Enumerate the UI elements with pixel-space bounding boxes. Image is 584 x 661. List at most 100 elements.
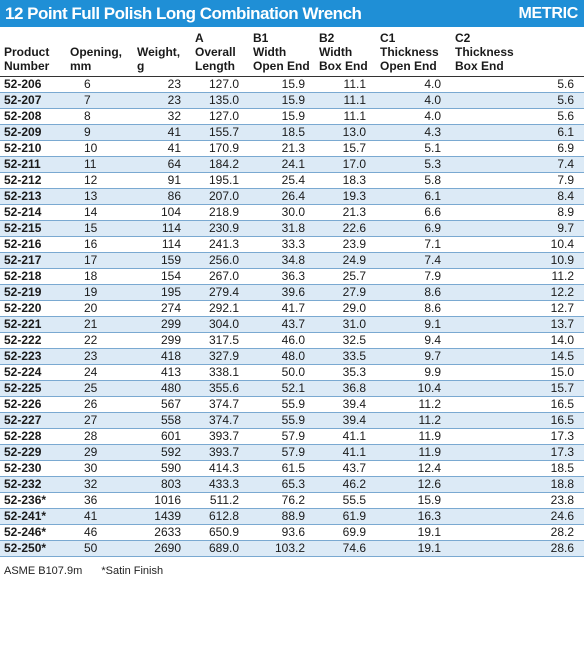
- cell-product-number: 52-214: [0, 204, 66, 221]
- cell-product-number: 52-215: [0, 220, 66, 237]
- table-row: 52-222 22 299 317.5 46.0 32.5 9.4 14.0: [0, 332, 584, 349]
- cell-width-open-end: 18.5: [249, 124, 315, 141]
- cell-thickness-box-end: 14.5: [451, 348, 584, 365]
- cell-thickness-open-end: 16.3: [376, 508, 451, 525]
- col-header-thickness-open-end: C1 Thickness Open End: [376, 27, 451, 77]
- col-header-line: Box End: [319, 59, 368, 73]
- cell-overall-length: 393.7: [191, 428, 249, 445]
- cell-overall-length: 127.0: [191, 76, 249, 93]
- cell-thickness-box-end: 11.2: [451, 268, 584, 285]
- cell-width-open-end: 34.8: [249, 252, 315, 269]
- table-row: 52-217 17 159 256.0 34.8 24.9 7.4 10.9: [0, 252, 584, 269]
- table-row: 52-206 6 23 127.0 15.9 11.1 4.0 5.6: [0, 76, 584, 93]
- table-row: 52-218 18 154 267.0 36.3 25.7 7.9 11.2: [0, 268, 584, 285]
- table-row: 52-208 8 32 127.0 15.9 11.1 4.0 5.6: [0, 108, 584, 125]
- cell-width-open-end: 15.9: [249, 108, 315, 125]
- cell-width-open-end: 41.7: [249, 300, 315, 317]
- cell-product-number: 52-210: [0, 140, 66, 157]
- table-row: 52-220 20 274 292.1 41.7 29.0 8.6 12.7: [0, 300, 584, 317]
- col-header-weight: Weight, g: [133, 27, 191, 77]
- cell-thickness-box-end: 17.3: [451, 444, 584, 461]
- col-header-thickness-box-end: C2 Thickness Box End: [451, 27, 584, 77]
- cell-width-box-end: 18.3: [315, 172, 376, 189]
- cell-product-number: 52-219: [0, 284, 66, 301]
- cell-weight: 592: [133, 444, 191, 461]
- table-row: 52-250* 50 2690 689.0 103.2 74.6 19.1 28.6: [0, 540, 584, 557]
- col-header-line: Length: [195, 59, 235, 73]
- cell-weight: 567: [133, 396, 191, 413]
- cell-width-box-end: 41.1: [315, 428, 376, 445]
- cell-width-open-end: 26.4: [249, 188, 315, 205]
- finish-note: *Satin Finish: [101, 565, 164, 577]
- cell-width-box-end: 27.9: [315, 284, 376, 301]
- cell-thickness-open-end: 8.6: [376, 284, 451, 301]
- table-row: 52-215 15 114 230.9 31.8 22.6 6.9 9.7: [0, 220, 584, 237]
- spec-table: Product Number Opening, mm Weight, g A Overal…: [0, 27, 584, 557]
- table-row: 52-209 9 41 155.7 18.5 13.0 4.3 6.1: [0, 124, 584, 141]
- cell-opening: 9: [66, 124, 133, 141]
- table-row: 52-221 21 299 304.0 43.7 31.0 9.1 13.7: [0, 316, 584, 333]
- cell-product-number: 52-236*: [0, 492, 66, 509]
- col-header-line: Open End: [380, 59, 437, 73]
- cell-width-open-end: 52.1: [249, 380, 315, 397]
- cell-thickness-box-end: 14.0: [451, 332, 584, 349]
- cell-thickness-box-end: 18.5: [451, 460, 584, 477]
- col-header-line: Width: [253, 45, 287, 59]
- cell-width-open-end: 25.4: [249, 172, 315, 189]
- cell-thickness-box-end: 17.3: [451, 428, 584, 445]
- cell-overall-length: 374.7: [191, 412, 249, 429]
- cell-overall-length: 241.3: [191, 236, 249, 253]
- cell-thickness-open-end: 4.3: [376, 124, 451, 141]
- cell-width-box-end: 23.9: [315, 236, 376, 253]
- table-body: 52-206 6 23 127.0 15.9 11.1 4.0 5.6 52-207 7 23 135…: [0, 76, 584, 557]
- cell-width-box-end: 61.9: [315, 508, 376, 525]
- cell-width-box-end: 36.8: [315, 380, 376, 397]
- cell-width-box-end: 69.9: [315, 524, 376, 541]
- cell-thickness-box-end: 12.7: [451, 300, 584, 317]
- cell-thickness-open-end: 6.9: [376, 220, 451, 237]
- cell-width-open-end: 21.3: [249, 140, 315, 157]
- cell-product-number: 52-208: [0, 108, 66, 125]
- cell-product-number: 52-228: [0, 428, 66, 445]
- cell-weight: 803: [133, 476, 191, 493]
- cell-width-box-end: 19.3: [315, 188, 376, 205]
- cell-weight: 1016: [133, 492, 191, 509]
- cell-width-open-end: 46.0: [249, 332, 315, 349]
- cell-width-box-end: 43.7: [315, 460, 376, 477]
- cell-overall-length: 267.0: [191, 268, 249, 285]
- cell-product-number: 52-225: [0, 380, 66, 397]
- cell-weight: 23: [133, 92, 191, 109]
- cell-product-number: 52-222: [0, 332, 66, 349]
- footer: ASME B107.9m *Satin Finish: [0, 557, 584, 577]
- cell-thickness-open-end: 10.4: [376, 380, 451, 397]
- cell-weight: 154: [133, 268, 191, 285]
- cell-weight: 32: [133, 108, 191, 125]
- table-row: 52-210 10 41 170.9 21.3 15.7 5.1 6.9: [0, 140, 584, 157]
- table-row: 52-227 27 558 374.7 55.9 39.4 11.2 16.5: [0, 412, 584, 429]
- cell-weight: 41: [133, 140, 191, 157]
- col-header-width-open-end: B1 Width Open End: [249, 27, 315, 77]
- col-header-line: Width: [319, 45, 353, 59]
- table-row: 52-216 16 114 241.3 33.3 23.9 7.1 10.4: [0, 236, 584, 253]
- cell-width-box-end: 39.4: [315, 412, 376, 429]
- cell-thickness-box-end: 6.1: [451, 124, 584, 141]
- cell-thickness-open-end: 15.9: [376, 492, 451, 509]
- cell-thickness-box-end: 7.9: [451, 172, 584, 189]
- cell-overall-length: 135.0: [191, 92, 249, 109]
- table-row: 52-232 32 803 433.3 65.3 46.2 12.6 18.8: [0, 476, 584, 493]
- cell-width-open-end: 61.5: [249, 460, 315, 477]
- cell-thickness-open-end: 8.6: [376, 300, 451, 317]
- cell-weight: 299: [133, 332, 191, 349]
- cell-product-number: 52-227: [0, 412, 66, 429]
- col-header-line: Thickness: [380, 45, 439, 59]
- cell-width-box-end: 33.5: [315, 348, 376, 365]
- cell-opening: 12: [66, 172, 133, 189]
- cell-opening: 28: [66, 428, 133, 445]
- cell-weight: 590: [133, 460, 191, 477]
- cell-product-number: 52-206: [0, 76, 66, 93]
- cell-thickness-open-end: 9.1: [376, 316, 451, 333]
- cell-width-open-end: 15.9: [249, 76, 315, 93]
- cell-thickness-box-end: 12.2: [451, 284, 584, 301]
- col-header-line: [4, 31, 66, 45]
- cell-thickness-open-end: 9.7: [376, 348, 451, 365]
